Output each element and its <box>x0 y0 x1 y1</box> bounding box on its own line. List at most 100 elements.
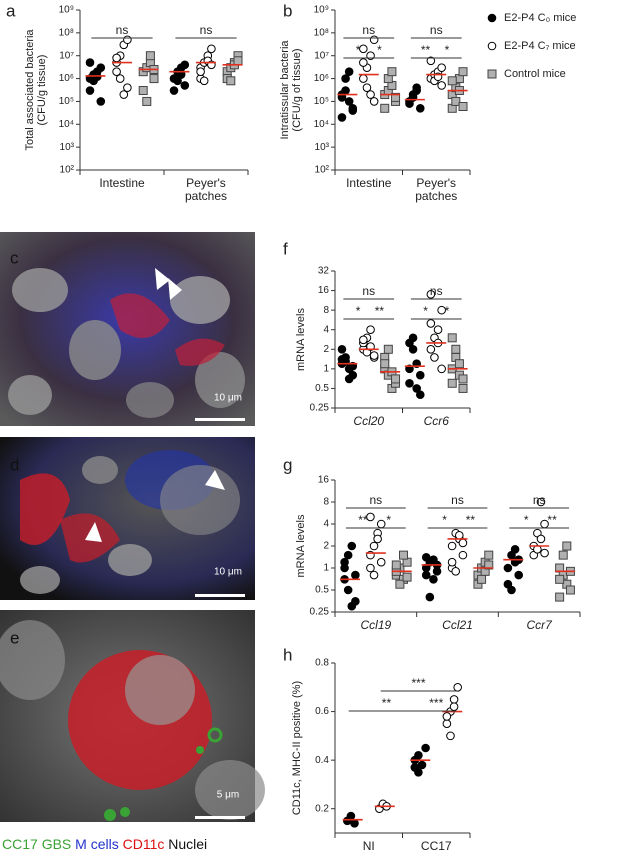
data-point <box>437 364 446 374</box>
data-point <box>514 570 524 580</box>
data-point <box>199 76 209 86</box>
y-tick-label: 10⁸ <box>59 27 74 38</box>
panel-letter: b <box>283 1 292 20</box>
data-point <box>437 81 446 90</box>
y-tick-label: 2 <box>323 541 329 552</box>
significance-label: * <box>356 43 361 57</box>
data-point <box>437 305 446 315</box>
significance-label: * <box>356 304 361 318</box>
data-point <box>446 731 455 741</box>
y-tick-label: 4 <box>323 519 329 530</box>
caption-item: GBS <box>42 836 72 852</box>
scale-bar-label: 5 μm <box>217 790 239 801</box>
significance-label: ** <box>382 696 392 710</box>
data-point <box>344 374 354 384</box>
data-point <box>350 818 359 828</box>
data-point <box>536 534 546 544</box>
data-point <box>391 560 401 570</box>
y-tick-label: 8 <box>323 305 329 316</box>
legend-marker <box>487 41 497 51</box>
data-point <box>433 325 443 335</box>
y-tick-label: 1 <box>323 563 329 574</box>
data-point <box>429 575 438 584</box>
significance-label: ns <box>451 493 464 507</box>
data-point <box>380 103 390 113</box>
data-point <box>359 335 368 345</box>
data-point <box>447 541 457 551</box>
data-point <box>421 553 431 562</box>
legend-label: E2-P4 C₇ mice <box>504 40 576 52</box>
y-tick-label: 16 <box>318 475 330 486</box>
significance-label: ** <box>466 513 476 527</box>
data-point <box>449 702 459 712</box>
y-tick-label: 10⁷ <box>314 50 329 61</box>
data-point <box>85 86 95 95</box>
x-tick-label: CC17 <box>421 839 452 853</box>
y-tick-label: 10⁸ <box>314 27 329 38</box>
data-point <box>415 104 425 113</box>
data-point <box>369 570 379 580</box>
y-tick-label: 10⁹ <box>314 5 329 16</box>
data-point <box>337 93 347 102</box>
data-point <box>507 585 516 595</box>
data-point <box>196 67 205 76</box>
data-point <box>369 541 379 551</box>
data-point <box>359 74 368 83</box>
data-point <box>412 384 421 393</box>
data-point <box>341 86 350 95</box>
micrograph-c <box>0 232 255 426</box>
data-point <box>417 760 427 770</box>
x-tick-label: Ccl20 <box>353 414 384 428</box>
data-point <box>455 531 464 540</box>
y-tick-label: 10⁴ <box>59 119 74 130</box>
data-point <box>451 96 461 106</box>
data-point <box>414 750 423 760</box>
data-point <box>123 83 132 92</box>
data-point <box>442 719 452 729</box>
legend-label: Control mice <box>504 68 566 80</box>
data-point <box>233 56 243 66</box>
significance-label: ns <box>533 493 546 507</box>
significance-label: ns <box>362 284 375 298</box>
y-tick-label: 10⁵ <box>314 96 329 107</box>
data-point <box>180 60 190 70</box>
data-point <box>145 51 155 61</box>
caption-item: Nuclei <box>168 836 207 852</box>
data-point <box>458 67 468 77</box>
panel-letter: c <box>10 248 19 267</box>
x-tick-label: Intestine <box>99 176 145 190</box>
data-point <box>142 96 152 106</box>
data-point <box>176 70 186 79</box>
data-point <box>558 550 568 560</box>
y-tick-label: 10⁵ <box>59 96 74 107</box>
data-point <box>484 550 494 560</box>
data-point <box>442 712 452 721</box>
y-tick-label: 0.25 <box>310 403 330 414</box>
significance-label: ** <box>375 304 385 318</box>
x-tick-label: Ccl19 <box>360 618 391 632</box>
significance-label: * <box>445 304 450 318</box>
data-point <box>341 74 350 83</box>
significance-label: ns <box>116 23 129 37</box>
data-point <box>366 563 375 573</box>
data-point <box>366 325 375 335</box>
significance-label: ns <box>200 23 213 37</box>
data-point <box>415 390 425 400</box>
data-point <box>169 86 179 95</box>
data-point <box>343 550 353 560</box>
data-point <box>536 497 546 507</box>
significance-label: *** <box>429 696 443 710</box>
x-tick-label: Peyer's <box>186 176 226 190</box>
data-point <box>412 83 421 92</box>
data-point <box>454 359 464 369</box>
data-point <box>398 550 408 560</box>
x-tick-label: NI <box>363 839 375 853</box>
panel-letter: a <box>6 1 16 20</box>
y-axis-label: (CFU/g of tissue) <box>291 48 303 131</box>
y-tick-label: 16 <box>318 285 330 296</box>
data-point <box>112 53 121 63</box>
y-tick-label: 0.4 <box>315 755 329 766</box>
significance-label: *** <box>412 676 426 690</box>
data-point <box>337 355 347 364</box>
data-point <box>426 319 436 328</box>
